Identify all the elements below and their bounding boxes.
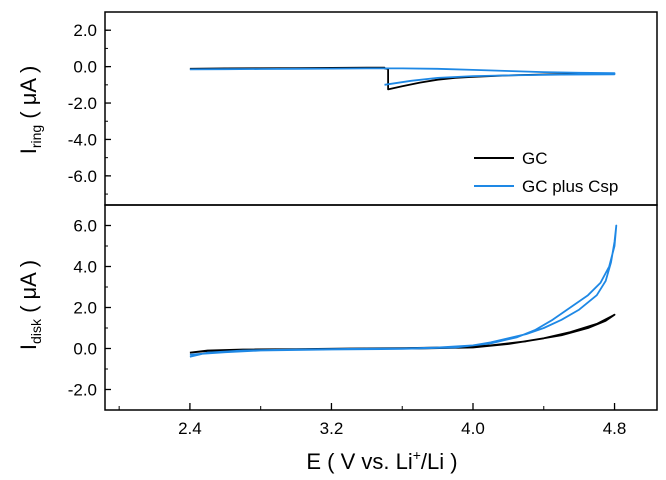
disk-y-tick-label: 6.0 (73, 217, 97, 236)
top-panel: 2.0 0.0 -2.0 -4.0 -6.0 Iring ( μA ) (16, 11, 658, 206)
ring-y-tick-label: 2.0 (73, 21, 97, 40)
legend-label-gc-plus-csp: GC plus Csp (522, 177, 618, 196)
x-axis-label: E ( V vs. Li+/Li ) (306, 447, 457, 474)
ring-y-axis: 2.0 0.0 -2.0 -4.0 -6.0 (68, 11, 111, 195)
disk-series-group (189, 224, 618, 358)
x-tick-label: 2.4 (178, 419, 202, 438)
x-tick-label: 4.0 (461, 419, 485, 438)
disk-series-gc-plus-csp (189, 224, 618, 358)
disk-y-tick-label: -2.0 (68, 381, 97, 400)
legend-label-gc: GC (522, 149, 548, 168)
x-tick-label: 4.8 (603, 419, 627, 438)
ring-y-tick-label: -4.0 (68, 130, 97, 149)
disk-y-axis-label: Idisk ( μA ) (16, 260, 44, 350)
ring-y-tick-label: -6.0 (68, 167, 97, 186)
disk-plot-frame (104, 204, 658, 411)
ring-series-gc-plus-csp (189, 67, 616, 86)
x-axis: 2.4 3.2 4.0 4.8 (118, 403, 627, 438)
ring-series-group (189, 66, 616, 91)
bottom-panel: 6.0 4.0 2.0 0.0 -2.0 2.4 3.2 4.0 4.8 Idisk ( μA… (16, 204, 658, 438)
ring-y-axis-label: Iring ( μA ) (16, 66, 44, 155)
disk-y-tick-label: 2.0 (73, 299, 97, 318)
ring-series-gc (189, 66, 615, 91)
x-tick-label: 3.2 (320, 419, 344, 438)
disk-y-tick-label: 0.0 (73, 340, 97, 359)
legend: GC GC plus Csp (474, 149, 618, 196)
disk-y-tick-label: 4.0 (73, 258, 97, 277)
ring-y-tick-label: -2.0 (68, 94, 97, 113)
ring-y-tick-label: 0.0 (73, 58, 97, 77)
disk-y-axis: 6.0 4.0 2.0 0.0 -2.0 (68, 204, 111, 411)
